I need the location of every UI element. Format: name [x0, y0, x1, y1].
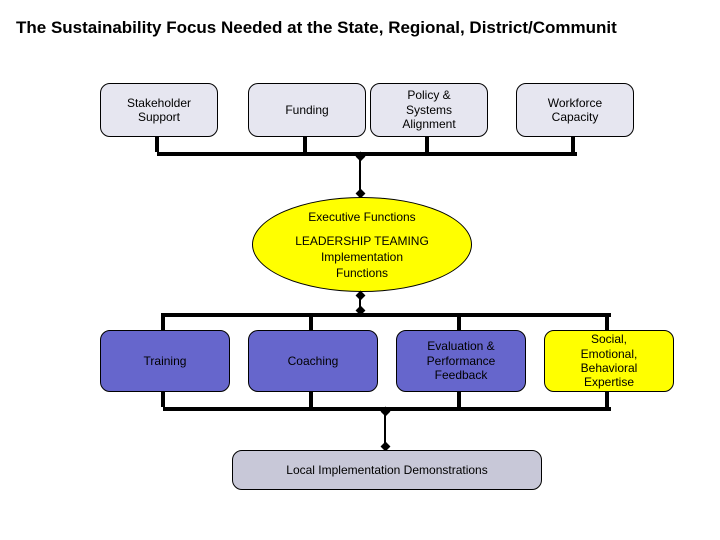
- connector-vertical: [161, 392, 165, 407]
- mid-box-3: Social,Emotional,BehavioralExpertise: [544, 330, 674, 392]
- mid-box-0: Training: [100, 330, 230, 392]
- leadership-ellipse: Executive Functions LEADERSHIP TEAMING I…: [252, 197, 472, 292]
- connector-vertical: [161, 313, 165, 330]
- bottom-box-label: Local Implementation Demonstrations: [286, 463, 487, 477]
- ellipse-line: Functions: [336, 266, 388, 280]
- top-box-1: Funding: [248, 83, 366, 137]
- ellipse-line: LEADERSHIP TEAMING: [295, 234, 429, 248]
- connector-vertical: [605, 313, 609, 330]
- connector-vertical: [605, 392, 609, 407]
- connector-vertical: [309, 392, 313, 407]
- top-box-0: StakeholderSupport: [100, 83, 218, 137]
- connector-vertical: [457, 392, 461, 407]
- connector-vertical: [457, 313, 461, 330]
- bottom-demonstrations-box: Local Implementation Demonstrations: [232, 450, 542, 490]
- connector-vertical: [155, 137, 159, 152]
- page-title: The Sustainability Focus Needed at the S…: [16, 18, 617, 38]
- connector-vertical: [309, 313, 313, 330]
- ellipse-line: Executive Functions: [308, 210, 415, 224]
- connector-vertical: [425, 137, 429, 152]
- connector-vertical: [571, 137, 575, 152]
- ellipse-line: Implementation: [321, 250, 403, 264]
- connector-vertical: [303, 137, 307, 152]
- connector-horizontal: [163, 313, 611, 317]
- top-box-3: WorkforceCapacity: [516, 83, 634, 137]
- mid-box-1: Coaching: [248, 330, 378, 392]
- mid-box-2: Evaluation &PerformanceFeedback: [396, 330, 526, 392]
- connector-horizontal: [157, 152, 577, 156]
- top-box-2: Policy &SystemsAlignment: [370, 83, 488, 137]
